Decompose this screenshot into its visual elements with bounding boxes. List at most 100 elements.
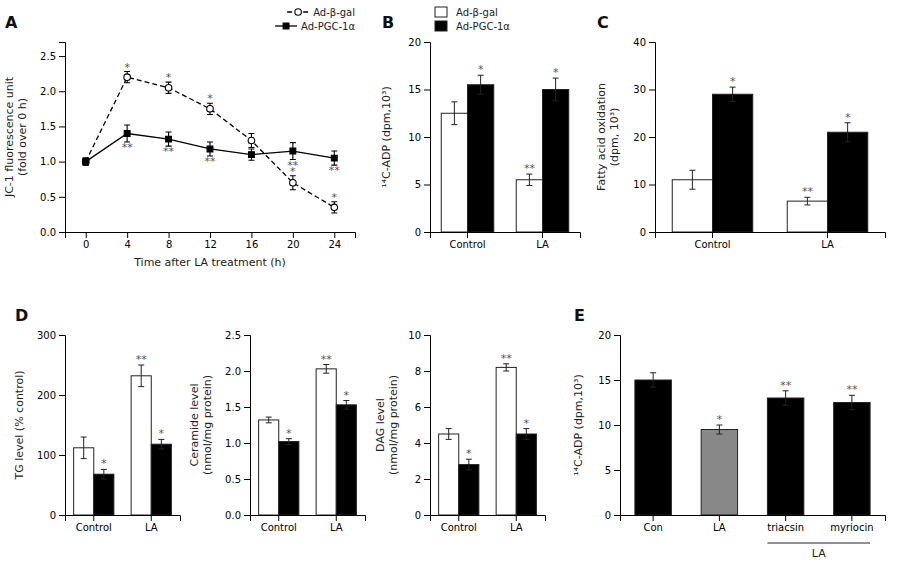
panel-label: C <box>597 13 609 32</box>
significance: * <box>166 71 172 84</box>
bar <box>151 444 171 515</box>
tick-label: Control <box>261 522 297 533</box>
tick-mark <box>86 232 87 238</box>
x-axis: ControlLA <box>431 232 581 250</box>
tick-label: 2.0 <box>225 366 241 377</box>
series <box>94 439 172 515</box>
tick: 16 <box>246 232 259 250</box>
y-axis-title-line: Ceramide level <box>188 384 201 467</box>
tick-mark <box>59 126 65 127</box>
tick-mark <box>278 515 279 521</box>
tick: 0.0 <box>225 510 250 521</box>
significance: ** <box>321 353 333 366</box>
legend: Ad-β-galAd-PGC-1α <box>435 7 510 32</box>
tick-label: LA <box>330 522 343 533</box>
annotations: *****LA <box>717 379 870 560</box>
series <box>74 365 152 515</box>
point <box>290 179 297 186</box>
plot-marks <box>672 87 868 232</box>
legend-marker <box>283 23 289 29</box>
bar <box>468 85 494 232</box>
tick: 0 <box>640 227 655 238</box>
tick: 20 <box>287 232 300 250</box>
tick: 0.5 <box>40 192 65 203</box>
tick: 10 <box>408 330 430 341</box>
tick-mark <box>59 197 65 198</box>
bar <box>787 201 827 232</box>
tick: myriocin <box>830 515 873 533</box>
tick: 10 <box>408 132 430 143</box>
tick-label: Control <box>76 522 112 533</box>
y-axis-title: DAG level(nmol/mg protein) <box>374 375 400 475</box>
y-axis-title-line: ¹⁴C-ADP (dpm,10³) <box>572 374 585 476</box>
plot-marks <box>441 75 569 232</box>
tick: 2.5 <box>40 51 65 62</box>
error-bar <box>845 123 851 142</box>
tick-mark <box>851 515 852 521</box>
significance: * <box>159 427 165 440</box>
error-bar <box>689 170 695 189</box>
point <box>290 148 296 154</box>
tick-label: 15 <box>408 84 421 95</box>
tick: 12 <box>204 232 217 250</box>
tick-mark <box>59 162 65 163</box>
y-axis: 010203040 <box>633 37 655 238</box>
tick-mark <box>614 425 620 426</box>
tick-label: 10 <box>633 179 646 190</box>
error-bar <box>83 158 89 165</box>
tick: Control <box>449 232 485 250</box>
tick-mark <box>336 515 337 521</box>
tick-mark <box>59 56 65 57</box>
tick: 200 <box>37 390 65 401</box>
tick-mark <box>59 91 65 92</box>
y-axis-title: Ceramide level(nmol/mg protein) <box>188 375 214 475</box>
significance: * <box>207 92 213 105</box>
tick-mark <box>424 90 430 91</box>
significance: * <box>286 427 292 440</box>
tick: 8 <box>166 232 172 250</box>
tick-label: 200 <box>37 390 56 401</box>
tick-label: 12 <box>204 239 217 250</box>
legend-swatch <box>435 21 447 31</box>
bar <box>828 132 868 232</box>
tick-label: 0.5 <box>40 192 56 203</box>
tick-mark <box>649 42 655 43</box>
significance: ** <box>163 145 175 158</box>
tick: 40 <box>633 37 655 48</box>
tick-mark <box>424 42 430 43</box>
bar <box>701 430 737 516</box>
error-bar <box>553 78 559 101</box>
series <box>279 401 357 515</box>
tick-label: 1.0 <box>225 438 241 449</box>
error-bar <box>804 197 810 205</box>
tick: 0.0 <box>40 227 65 238</box>
tick-label: 2.5 <box>40 51 56 62</box>
tick-mark <box>151 515 152 521</box>
annotations: **** <box>466 352 530 460</box>
panel: ConLAtriacsinmyriocin05101520*****LA¹⁴C-… <box>572 306 886 560</box>
tick: Control <box>694 232 730 250</box>
series-line <box>86 77 335 207</box>
tick-label: 0 <box>83 239 89 250</box>
y-axis: 0100200300 <box>37 330 66 521</box>
tick-mark <box>719 515 720 521</box>
error-bar <box>446 429 452 440</box>
significance: ** <box>136 353 148 366</box>
tick-label: 0 <box>415 510 421 521</box>
tick: 300 <box>37 330 65 341</box>
tick-label: 20 <box>598 330 611 341</box>
panel-label: A <box>5 13 18 32</box>
tick: 0 <box>83 232 89 250</box>
tick: 20 <box>633 132 655 143</box>
plot-marks <box>82 72 337 213</box>
bracket <box>767 543 870 544</box>
legend-label: Ad-PGC-1α <box>301 21 355 32</box>
tick-mark <box>59 232 65 233</box>
axis-line <box>244 336 251 516</box>
tick: LA <box>821 232 834 250</box>
point <box>207 106 214 113</box>
bar <box>259 420 279 515</box>
tick-label: 15 <box>598 375 611 386</box>
tick: 8 <box>415 366 430 377</box>
error-bar <box>526 174 532 185</box>
